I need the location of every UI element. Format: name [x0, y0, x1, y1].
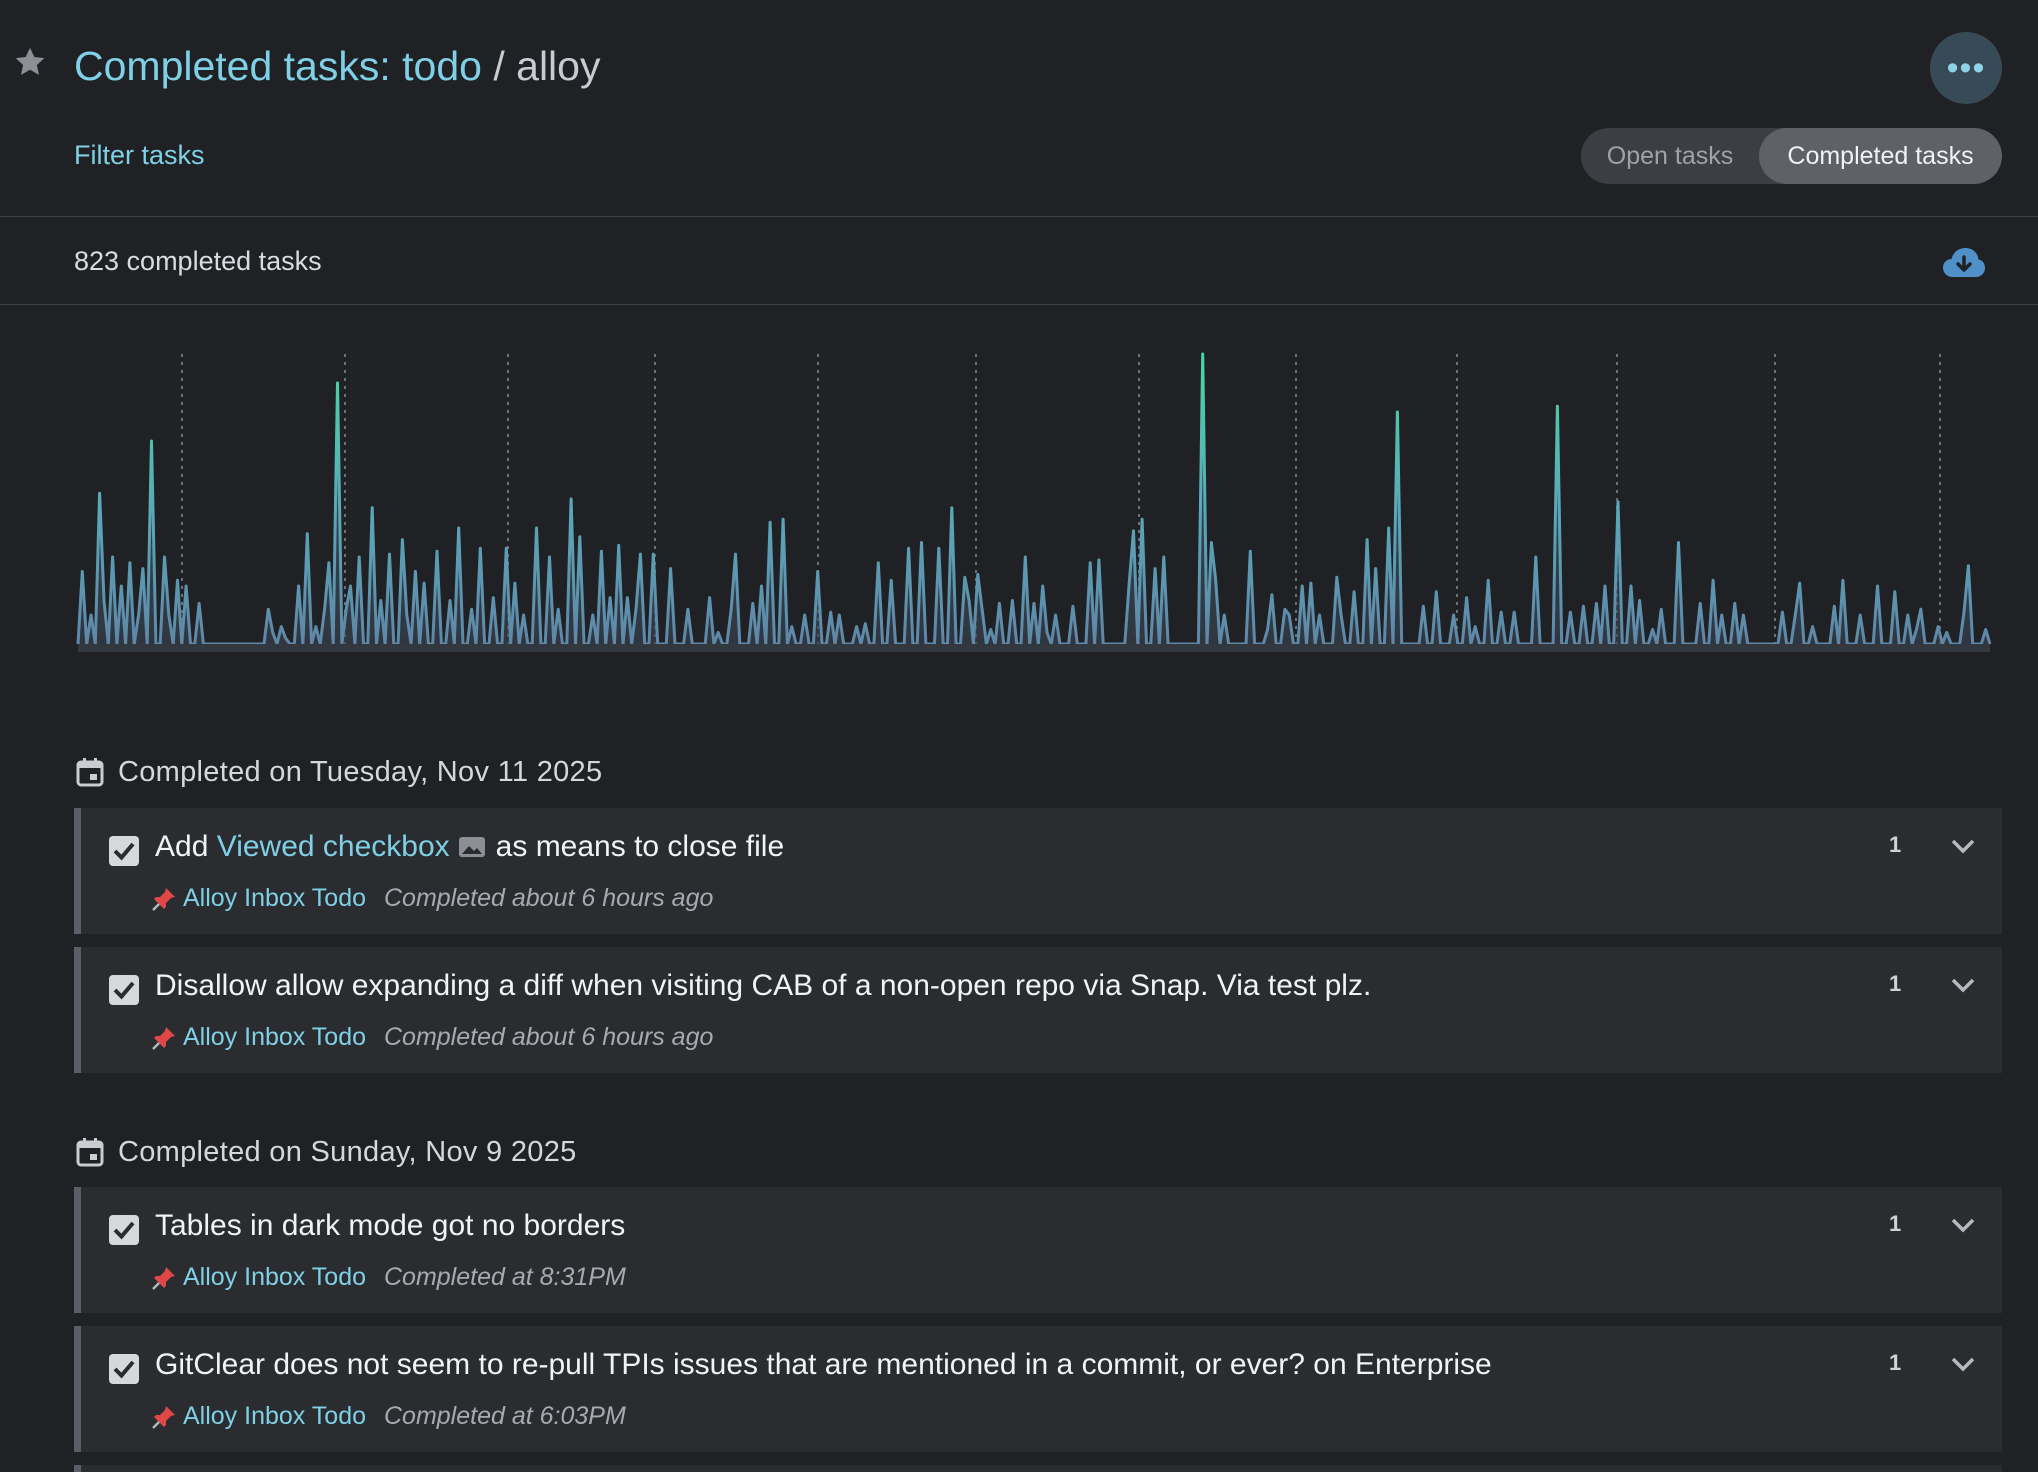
chevron-down-icon[interactable]: [1949, 836, 1977, 856]
completed-time: Completed about 6 hours ago: [384, 1023, 714, 1051]
completed-time: Completed at 6:03PM: [384, 1402, 626, 1430]
completed-tasks-tab[interactable]: Completed tasks: [1759, 128, 2002, 184]
chart-area: [78, 354, 1990, 644]
task-checkbox[interactable]: [109, 1215, 139, 1245]
chart-baseline: [78, 644, 1990, 652]
task-title-text: as means to close file: [495, 830, 785, 863]
title-repo: alloy: [516, 43, 601, 89]
task-title: Disallow allow expanding a diff when vis…: [155, 969, 1372, 1002]
title-todo-link[interactable]: todo: [402, 43, 482, 89]
task-title: Add Viewed checkbox as means to close fi…: [155, 830, 784, 864]
pushpin-icon: [152, 887, 175, 911]
task-row[interactable]: [74, 1465, 2002, 1472]
task-checkbox[interactable]: [109, 1354, 139, 1384]
check-icon: [113, 981, 135, 1000]
group-heading: Completed on Tuesday, Nov 11 2025: [76, 752, 602, 792]
task-meta: Alloy Inbox Todo Completed at 6:03PM: [151, 1402, 626, 1431]
pushpin-icon: [152, 1026, 175, 1050]
check-icon: [113, 842, 135, 861]
divider: [0, 304, 2038, 305]
task-row[interactable]: Disallow allow expanding a diff when vis…: [74, 947, 2002, 1073]
chevron-down-icon[interactable]: [1949, 975, 1977, 995]
project-link[interactable]: Alloy Inbox Todo: [183, 1402, 366, 1430]
group-heading: Completed on Sunday, Nov 9 2025: [76, 1132, 577, 1172]
group-heading-label: Completed on Tuesday, Nov 11 2025: [118, 755, 603, 788]
project-link[interactable]: Alloy Inbox Todo: [183, 1023, 366, 1051]
completed-time: Completed at 8:31PM: [384, 1263, 626, 1291]
more-options-button[interactable]: •••: [1930, 32, 2002, 104]
chevron-down-icon[interactable]: [1949, 1354, 1977, 1374]
image-icon: [458, 837, 485, 857]
cloud-download-icon[interactable]: [1942, 246, 1986, 280]
page-title: Completed tasks: todo / alloy: [74, 40, 600, 92]
task-title-text: Add: [155, 830, 209, 863]
task-count: 1: [1889, 1350, 1902, 1375]
star-icon[interactable]: [12, 44, 48, 80]
task-meta: Alloy Inbox Todo Completed at 8:31PM: [151, 1263, 626, 1292]
title-separator: /: [481, 43, 517, 89]
completed-time: Completed about 6 hours ago: [384, 884, 714, 912]
task-count: 1: [1889, 1211, 1902, 1236]
task-row[interactable]: Add Viewed checkbox as means to close fi…: [74, 808, 2002, 934]
page-header: Completed tasks: todo / alloy ••• Filter…: [0, 0, 2038, 216]
task-count: 1: [1889, 971, 1902, 996]
calendar-icon: [76, 758, 104, 787]
task-row[interactable]: GitClear does not seem to re-pull TPIs i…: [74, 1326, 2002, 1452]
filter-tasks-link[interactable]: Filter tasks: [74, 140, 205, 170]
task-checkbox[interactable]: [109, 975, 139, 1005]
task-title: GitClear does not seem to re-pull TPIs i…: [155, 1348, 1492, 1381]
pushpin-icon: [152, 1266, 175, 1290]
completed-count: 823 completed tasks: [74, 246, 322, 276]
task-row[interactable]: Tables in dark mode got no borders Alloy…: [74, 1187, 2002, 1313]
divider: [0, 216, 2038, 217]
check-icon: [113, 1360, 135, 1379]
group-heading-label: Completed on Sunday, Nov 9 2025: [118, 1135, 577, 1168]
calendar-icon: [76, 1138, 104, 1167]
completion-activity-chart: [76, 352, 1992, 652]
open-tasks-tab[interactable]: Open tasks: [1606, 141, 1734, 170]
project-link[interactable]: Alloy Inbox Todo: [183, 884, 366, 912]
task-title: Tables in dark mode got no borders: [155, 1209, 626, 1242]
chart-line: [76, 352, 1992, 646]
more-options-icon: •••: [1946, 49, 1986, 87]
task-checkbox[interactable]: [109, 836, 139, 866]
title-prefix: Completed tasks:: [74, 43, 403, 89]
task-title-link[interactable]: Viewed checkbox: [216, 830, 450, 863]
task-meta: Alloy Inbox Todo Completed about 6 hours…: [151, 884, 713, 913]
project-link[interactable]: Alloy Inbox Todo: [183, 1263, 366, 1291]
task-meta: Alloy Inbox Todo Completed about 6 hours…: [151, 1023, 713, 1052]
check-icon: [113, 1221, 135, 1240]
chevron-down-icon[interactable]: [1949, 1215, 1977, 1235]
pushpin-icon: [152, 1405, 175, 1429]
task-count: 1: [1889, 832, 1902, 857]
task-status-toggle: Open tasks Completed tasks: [1581, 128, 2002, 184]
